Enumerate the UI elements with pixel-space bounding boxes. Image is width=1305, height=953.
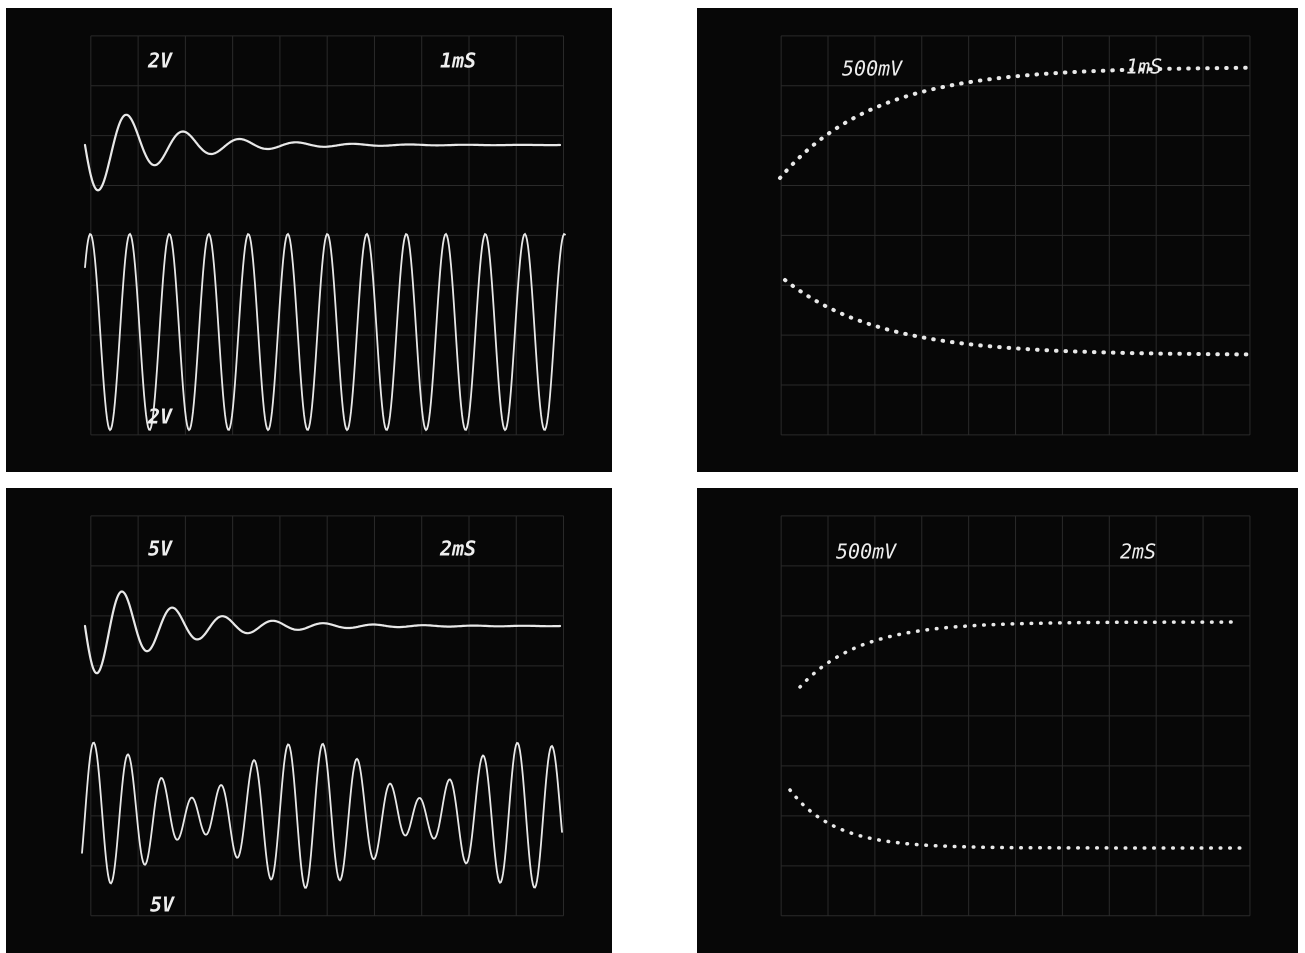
scope-screen (6, 8, 612, 472)
scope-screen (6, 488, 612, 953)
time-label: 2mS (439, 537, 476, 561)
oscilloscope-photos: 2V 1mS 2V 500mV 1mS 5V 2mS 5V 500mV 2mS (0, 0, 1305, 953)
volts-label: 5V (148, 537, 173, 561)
trace-label: 5V (150, 893, 175, 917)
time-label: 1mS (1126, 55, 1162, 79)
volts-label: 500mV (836, 540, 897, 564)
trace-label: 2V (147, 405, 173, 429)
volts-label: 500mV (842, 57, 903, 81)
scope-screen (697, 488, 1298, 953)
time-label: 1mS (440, 49, 476, 73)
volts-label: 2V (147, 49, 173, 73)
time-label: 2mS (1120, 540, 1156, 564)
